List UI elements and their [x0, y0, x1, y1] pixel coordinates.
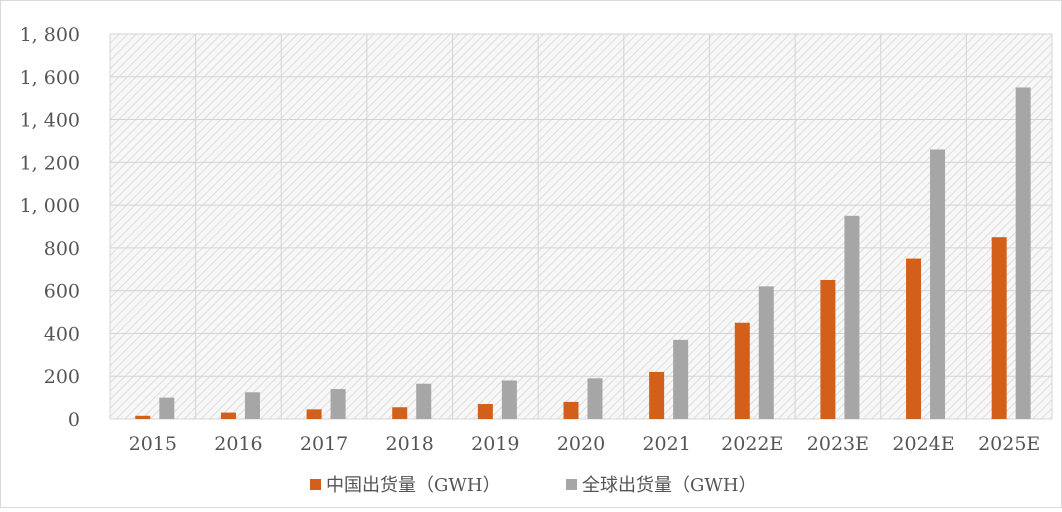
y-tick-label: 1, 400 [20, 110, 80, 132]
y-tick-label: 400 [44, 323, 80, 345]
bar-series-1-2016 [220, 412, 236, 419]
legend-label-2: 全球出货量（GWH） [582, 475, 757, 496]
bar-series-1-2022E [734, 322, 750, 419]
x-tick-label: 2015 [129, 433, 177, 455]
y-tick-label: 1, 200 [20, 152, 80, 174]
legend-swatch-2 [566, 479, 577, 490]
bar-series-2-2023E [844, 215, 860, 419]
bar-series-2-2021 [673, 339, 689, 419]
x-tick-label: 2024E [892, 433, 954, 455]
bar-series-1-2015 [135, 415, 151, 419]
gridlines [109, 33, 1053, 420]
bar-series-1-2020 [563, 401, 579, 419]
y-tick-label: 1, 600 [20, 67, 80, 89]
legend: 中国出货量（GWH） 全球出货量（GWH） [310, 475, 757, 496]
y-tick-label: 600 [44, 281, 80, 303]
bar-series-2-2017 [330, 389, 346, 419]
bar-series-2-2015 [159, 397, 175, 419]
y-tick-label: 1, 000 [20, 195, 80, 217]
bar-series-1-2024E [906, 258, 922, 419]
bar-series-1-2025E [991, 237, 1007, 419]
legend-label-1: 中国出货量（GWH） [326, 475, 501, 496]
x-tick-label: 2017 [300, 433, 348, 455]
x-tick-label: 2016 [214, 433, 262, 455]
bar-series-1-2018 [392, 407, 408, 419]
x-tick-label: 2025E [978, 433, 1040, 455]
plot-area-background [110, 34, 1052, 419]
x-tick-label: 2023E [807, 433, 869, 455]
y-tick-label: 800 [44, 238, 80, 260]
bar-series-1-2021 [649, 371, 665, 419]
bar-series-2-2019 [501, 380, 517, 419]
bar-series-2-2018 [416, 383, 432, 419]
x-tick-label: 2021 [642, 433, 690, 455]
x-axis-tick-labels: 2015 2016 2017 2018 2019 2020 2021 2022E 2023E 20… [129, 433, 1041, 455]
x-tick-label: 2022E [721, 433, 783, 455]
bar-series-2-2024E [930, 149, 946, 419]
bar-series-2-2022E [758, 286, 774, 419]
y-axis-tick-labels: 0 200 400 600 800 1, 000 1, 200 1, 400 1, 600 1, … [20, 24, 80, 431]
x-tick-label: 2018 [386, 433, 434, 455]
bars [135, 87, 1031, 419]
bar-series-1-2019 [477, 404, 493, 419]
legend-swatch-1 [310, 479, 321, 490]
y-tick-label: 1, 800 [20, 24, 80, 46]
bar-series-1-2017 [306, 409, 322, 419]
bar-series-1-2023E [820, 279, 836, 419]
bar-series-2-2025E [1015, 87, 1031, 419]
bar-series-2-2020 [587, 378, 603, 419]
x-tick-label: 2020 [557, 433, 605, 455]
x-tick-label: 2019 [471, 433, 519, 455]
y-tick-label: 0 [68, 409, 80, 431]
bar-series-2-2016 [244, 392, 260, 419]
y-tick-label: 200 [44, 366, 80, 388]
